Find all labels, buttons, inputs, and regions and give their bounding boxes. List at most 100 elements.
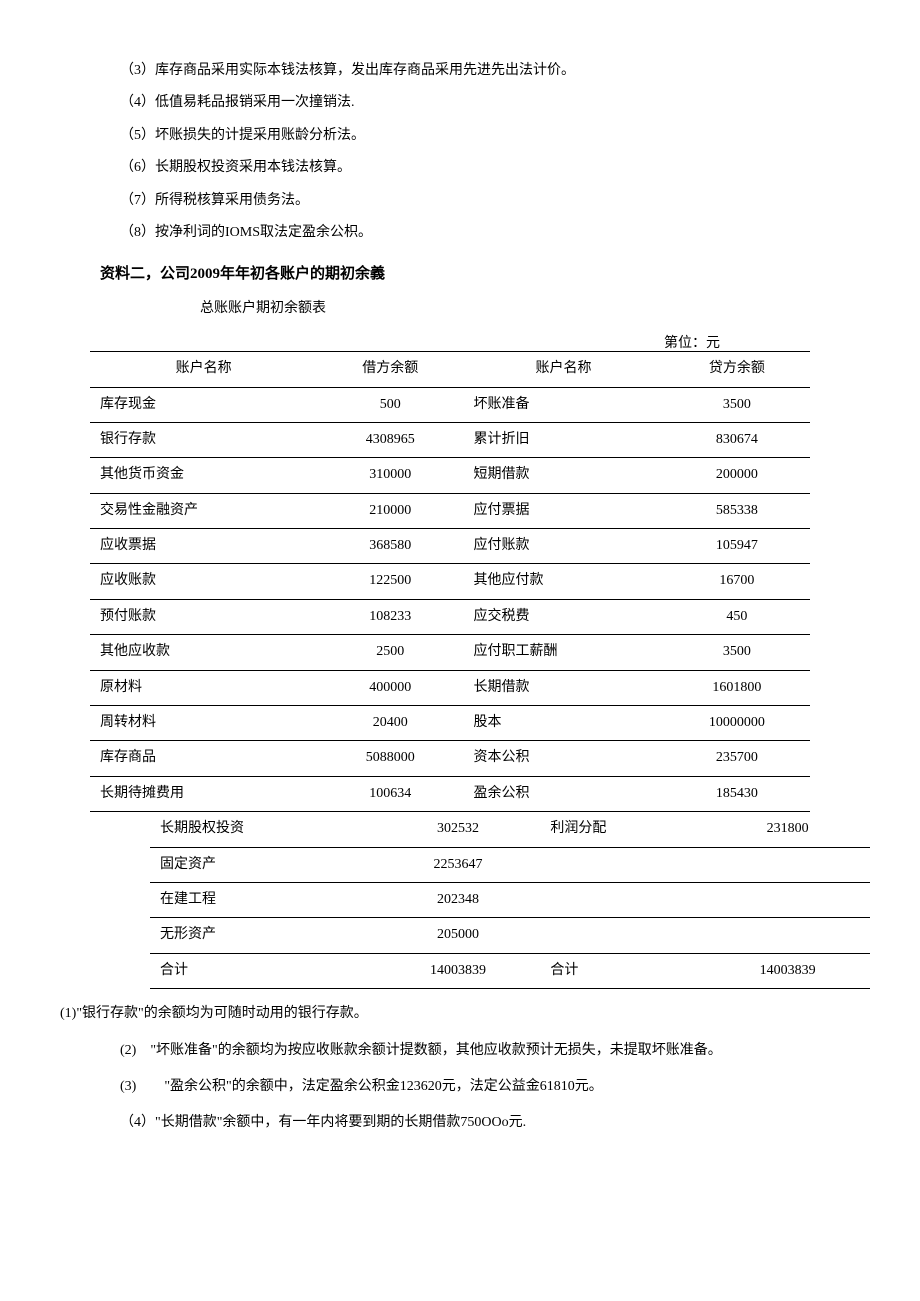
cell: 5088000 [317, 741, 463, 776]
cell: 100634 [317, 776, 463, 811]
col-account-name-1: 账户名称 [90, 352, 317, 387]
cell: 10000000 [664, 706, 810, 741]
cell: 长期股权投资 [150, 812, 376, 847]
cell: 200000 [664, 458, 810, 493]
cell: 205000 [376, 918, 541, 953]
cell: 14003839 [705, 953, 870, 988]
table-row: 无形资产205000 [150, 918, 870, 953]
cell: 14003839 [376, 953, 541, 988]
table-row: 银行存款4308965累计折旧830674 [90, 422, 810, 457]
cell: 库存商品 [90, 741, 317, 776]
cell: 固定资产 [150, 847, 376, 882]
table-row: 合计14003839合计14003839 [150, 953, 870, 988]
cell: 原材料 [90, 670, 317, 705]
cell: 2253647 [376, 847, 541, 882]
cell: 应收账款 [90, 564, 317, 599]
cell: 交易性金融资产 [90, 493, 317, 528]
cell: 长期借款 [463, 670, 663, 705]
cell: 16700 [664, 564, 810, 599]
table-title: 总账账户期初余额表 [200, 298, 860, 320]
note-3: (3) "盈余公积"的余额中，法定盈余公积金123620元，法定公益金61810… [120, 1076, 860, 1098]
cell: 坏账准备 [463, 387, 663, 422]
cell: 500 [317, 387, 463, 422]
section-heading: 资料二，公司2009年年初各账户的期初余義 [100, 262, 860, 286]
cell: 应交税费 [463, 599, 663, 634]
balance-table-1: 账户名称 借方余额 账户名称 贷方余额 库存现金500坏账准备3500 银行存款… [90, 351, 810, 812]
cell: 周转材料 [90, 706, 317, 741]
cell: 185430 [664, 776, 810, 811]
paragraph-7: （7）所得税核算采用债务法。 [120, 190, 860, 212]
table-row: 长期待摊费用100634盈余公积185430 [90, 776, 810, 811]
cell: 3500 [664, 635, 810, 670]
table-row: 应收票据368580应付账款105947 [90, 529, 810, 564]
cell: 应付账款 [463, 529, 663, 564]
cell: 400000 [317, 670, 463, 705]
cell: 1601800 [664, 670, 810, 705]
cell: 股本 [463, 706, 663, 741]
cell: 830674 [664, 422, 810, 457]
paragraph-8: （8）按净利词的IOMS取法定盈余公枳。 [120, 222, 860, 244]
cell: 3500 [664, 387, 810, 422]
paragraph-6: （6）长期股权投资采用本钱法核算。 [120, 157, 860, 179]
cell: 应收票据 [90, 529, 317, 564]
table-row: 预付账款108233应交税费450 [90, 599, 810, 634]
cell: 预付账款 [90, 599, 317, 634]
table-row: 在建工程202348 [150, 882, 870, 917]
table-row: 周转材料20400股本10000000 [90, 706, 810, 741]
table-row: 交易性金融资产210000应付票据585338 [90, 493, 810, 528]
table-header-row: 账户名称 借方余额 账户名称 贷方余额 [90, 352, 810, 387]
table-row: 其他货币资金310000短期借款200000 [90, 458, 810, 493]
cell: 其他货币资金 [90, 458, 317, 493]
table-row: 应收账款122500其他应付款16700 [90, 564, 810, 599]
paragraph-3: （3）库存商品采用实际本钱法核算，发出库存商品采用先进先出法计价。 [120, 60, 860, 82]
paragraph-5: （5）坏账损失的计提采用账龄分析法。 [120, 125, 860, 147]
cell: 应付票据 [463, 493, 663, 528]
cell: 20400 [317, 706, 463, 741]
cell: 4308965 [317, 422, 463, 457]
cell [705, 918, 870, 953]
cell: 310000 [317, 458, 463, 493]
balance-table-2: 长期股权投资302532利润分配231800 固定资产2253647 在建工程2… [150, 812, 870, 989]
cell: 累计折旧 [463, 422, 663, 457]
cell: 短期借款 [463, 458, 663, 493]
cell [705, 847, 870, 882]
cell: 231800 [705, 812, 870, 847]
cell: 210000 [317, 493, 463, 528]
note-4: （4）"长期借款"余额中，有一年内将要到期的长期借款750OOo元. [120, 1112, 860, 1134]
cell: 盈余公积 [463, 776, 663, 811]
col-account-name-2: 账户名称 [463, 352, 663, 387]
cell: 其他应收款 [90, 635, 317, 670]
cell: 长期待摊费用 [90, 776, 317, 811]
table-row: 其他应收款2500应付职工薪酬3500 [90, 635, 810, 670]
cell: 利润分配 [540, 812, 705, 847]
cell: 105947 [664, 529, 810, 564]
cell [540, 882, 705, 917]
cell: 库存现金 [90, 387, 317, 422]
table-row: 库存商品5088000资本公积235700 [90, 741, 810, 776]
cell: 应付职工薪酬 [463, 635, 663, 670]
cell: 302532 [376, 812, 541, 847]
table-row: 库存现金500坏账准备3500 [90, 387, 810, 422]
cell: 2500 [317, 635, 463, 670]
col-credit: 贷方余额 [664, 352, 810, 387]
cell: 合计 [540, 953, 705, 988]
cell [705, 882, 870, 917]
cell: 585338 [664, 493, 810, 528]
cell: 无形资产 [150, 918, 376, 953]
cell: 银行存款 [90, 422, 317, 457]
cell: 368580 [317, 529, 463, 564]
cell: 合计 [150, 953, 376, 988]
cell [540, 847, 705, 882]
paragraph-4: （4）低值易耗品报销采用一次撞销法. [120, 92, 860, 114]
note-2: (2) "坏账准备"的余额均为按应收账款余额计提数额，其他应收款预计无损失，未提… [120, 1040, 860, 1062]
table-row: 固定资产2253647 [150, 847, 870, 882]
table-row: 长期股权投资302532利润分配231800 [150, 812, 870, 847]
cell: 450 [664, 599, 810, 634]
table-row: 原材料400000长期借款1601800 [90, 670, 810, 705]
cell: 108233 [317, 599, 463, 634]
cell: 其他应付款 [463, 564, 663, 599]
cell: 202348 [376, 882, 541, 917]
cell [540, 918, 705, 953]
cell: 在建工程 [150, 882, 376, 917]
note-1: (1)"银行存款"的余额均为可随时动用的银行存款。 [60, 1003, 860, 1025]
